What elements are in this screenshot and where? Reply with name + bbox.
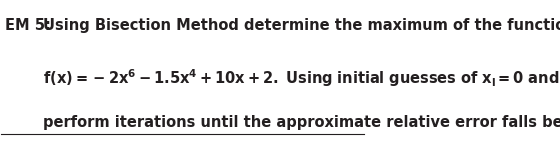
Text: EM 5:: EM 5: bbox=[5, 18, 51, 33]
Text: Using Bisection Method determine the maximum of the function: Using Bisection Method determine the max… bbox=[43, 18, 560, 33]
Text: $\mathbf{f(x) = -2x^6 - 1.5x^4 + 10x + 2}$$\mathbf{.\ Using\ initial\ guesses\ o: $\mathbf{f(x) = -2x^6 - 1.5x^4 + 10x + 2… bbox=[43, 68, 560, 89]
Text: perform iterations until the approximate relative error falls below 5%: perform iterations until the approximate… bbox=[43, 115, 560, 130]
